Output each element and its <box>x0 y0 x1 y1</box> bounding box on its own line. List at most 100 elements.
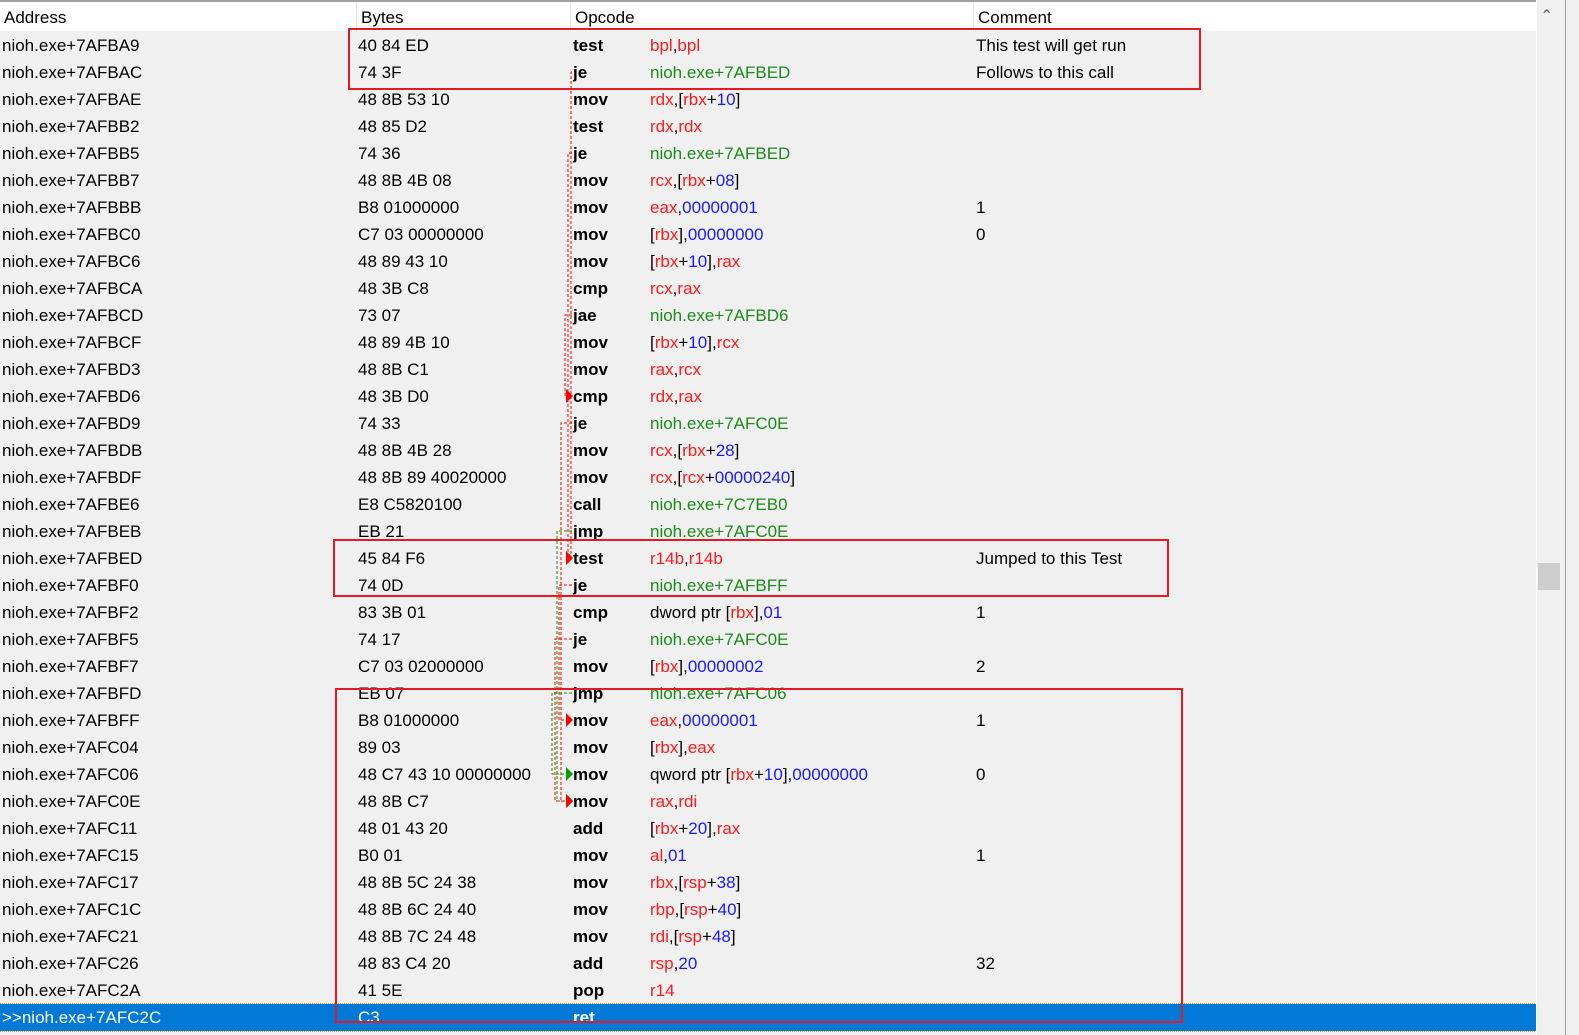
address-operand[interactable]: nioh.exe+7AFBFF <box>650 576 788 595</box>
operands-cell: rax,rdi <box>650 788 697 815</box>
operands-cell: rcx,[rbx+28] <box>650 437 739 464</box>
address-cell: nioh.exe+7AFBB2 <box>2 117 140 136</box>
register-operand: rcx <box>650 441 673 460</box>
table-row[interactable]: nioh.exe+7AFBCA 48 3B C8 cmp rcx,rax <box>0 275 1536 302</box>
bytes-cell: C7 03 00000000 <box>358 225 484 244</box>
opcode-cell: je <box>573 63 588 82</box>
table-row[interactable]: nioh.exe+7AFC11 48 01 43 20 add [rbx+20],ra… <box>0 815 1536 842</box>
table-row[interactable]: nioh.exe+7AFBDF 48 8B 89 40020000 mov rcx,[… <box>0 464 1536 491</box>
column-divider[interactable] <box>356 2 357 33</box>
table-row[interactable]: nioh.exe+7AFBCF 48 89 4B 10 mov [rbx+10],rc… <box>0 329 1536 356</box>
table-row[interactable]: nioh.exe+7AFBCD 73 07 jae nioh.exe+7AFBD6 <box>0 302 1536 329</box>
column-divider[interactable] <box>973 2 974 33</box>
table-row[interactable]: nioh.exe+7AFC26 48 83 C4 20 add rsp,20 32 <box>0 950 1536 977</box>
table-row[interactable]: nioh.exe+7AFC06 48 C7 43 10 00000000 mov qw… <box>0 761 1536 788</box>
header-opcode[interactable]: Opcode <box>575 8 635 27</box>
table-row[interactable]: nioh.exe+7AFBD9 74 33 je nioh.exe+7AFC0E <box>0 410 1536 437</box>
comment-cell[interactable]: 1 <box>976 198 986 217</box>
table-row[interactable]: nioh.exe+7AFC17 48 8B 5C 24 38 mov rbx,[rsp… <box>0 869 1536 896</box>
table-row[interactable]: nioh.exe+7AFBD3 48 8B C1 mov rax,rcx <box>0 356 1536 383</box>
chevron-up-icon[interactable]: ⌃ <box>1540 8 1554 25</box>
comment-cell[interactable]: This test will get run <box>976 36 1127 55</box>
number-operand: 00000000 <box>792 765 868 784</box>
table-row[interactable]: nioh.exe+7AFC1C 48 8B 6C 24 40 mov rbp,[rsp… <box>0 896 1536 923</box>
header-bytes[interactable]: Bytes <box>361 8 404 27</box>
bytes-cell: 48 3B D0 <box>358 387 429 406</box>
table-row[interactable]: nioh.exe+7AFBD6 48 3B D0 cmp rdx,rax <box>0 383 1536 410</box>
operands-cell: qword ptr [rbx+10],00000000 <box>650 761 868 788</box>
register-operand: rdx <box>650 117 674 136</box>
table-row[interactable]: nioh.exe+7AFC15 B0 01 mov al,01 1 <box>0 842 1536 869</box>
bytes-cell: 74 0D <box>358 576 404 595</box>
bytes-cell: 48 83 C4 20 <box>358 954 451 973</box>
table-row[interactable]: nioh.exe+7AFBB7 48 8B 4B 08 mov rcx,[rbx+08… <box>0 167 1536 194</box>
column-divider[interactable] <box>570 2 571 33</box>
header-comment[interactable]: Comment <box>978 8 1052 27</box>
address-operand[interactable]: nioh.exe+7AFC0E <box>650 630 789 649</box>
table-row[interactable]: nioh.exe+7AFBB2 48 85 D2 test rdx,rdx <box>0 113 1536 140</box>
operands-cell: r14b,r14b <box>650 545 723 572</box>
table-row[interactable]: nioh.exe+7AFBC6 48 89 43 10 mov [rbx+10],ra… <box>0 248 1536 275</box>
comment-cell[interactable]: 1 <box>976 711 986 730</box>
table-row[interactable]: nioh.exe+7AFC21 48 8B 7C 24 48 mov rdi,[rsp… <box>0 923 1536 950</box>
punctuation: [ <box>678 873 684 892</box>
table-row[interactable]: nioh.exe+7AFBF7 C7 03 02000000 mov [rbx],00… <box>0 653 1536 680</box>
comment-cell[interactable]: 2 <box>976 657 986 676</box>
address-cell: nioh.exe+7AFBF7 <box>2 657 139 676</box>
comment-cell[interactable]: 1 <box>976 846 986 865</box>
opcode-cell: mov <box>573 873 608 892</box>
table-row[interactable]: nioh.exe+7AFBE6 E8 C5820100 call nioh.exe+7… <box>0 491 1536 518</box>
table-row[interactable]: nioh.exe+7AFBAC 74 3F je nioh.exe+7AFBED Fol… <box>0 59 1536 86</box>
table-row[interactable]: nioh.exe+7AFBDB 48 8B 4B 28 mov rcx,[rbx+28… <box>0 437 1536 464</box>
table-row[interactable]: nioh.exe+7AFBFF B8 01000000 mov eax,0000000… <box>0 707 1536 734</box>
punctuation: [ <box>677 441 683 460</box>
jump-line <box>567 152 572 559</box>
table-row[interactable]: nioh.exe+7AFBF0 74 0D je nioh.exe+7AFBFF <box>0 572 1536 599</box>
punctuation: ] <box>734 441 740 460</box>
register-operand: rbx <box>654 333 679 352</box>
address-operand[interactable]: nioh.exe+7AFBD6 <box>650 306 789 325</box>
punctuation: + <box>705 441 716 460</box>
address-cell: nioh.exe+7AFBF0 <box>2 576 139 595</box>
table-row[interactable]: nioh.exe+7AFC04 89 03 mov [rbx],eax <box>0 734 1536 761</box>
address-operand[interactable]: nioh.exe+7AFC0E <box>650 414 789 433</box>
address-operand[interactable]: nioh.exe+7AFC0E <box>650 522 789 541</box>
comment-cell[interactable]: Follows to this call <box>976 63 1114 82</box>
scrollbar-thumb[interactable] <box>1538 563 1560 590</box>
table-row[interactable]: nioh.exe+7AFBA9 40 84 ED test bpl,bpl This t… <box>0 32 1536 59</box>
comment-cell[interactable]: 32 <box>976 954 995 973</box>
table-row[interactable]: nioh.exe+7AFBEB EB 21 jmp nioh.exe+7AFC0E <box>0 518 1536 545</box>
table-row[interactable]: nioh.exe+7AFBF2 83 3B 01 cmp dword ptr [rbx… <box>0 599 1536 626</box>
comment-cell[interactable]: 0 <box>976 765 986 784</box>
vertical-scrollbar[interactable] <box>1536 0 1561 1035</box>
address-operand[interactable]: nioh.exe+7AFBED <box>650 63 791 82</box>
operands-cell: rcx,[rcx+00000240] <box>650 464 795 491</box>
disassembly-list[interactable]: nioh.exe+7AFBA9 40 84 ED test bpl,bpl This t… <box>0 32 1537 1032</box>
number-operand: 01 <box>763 603 783 622</box>
operands-cell: nioh.exe+7AFC0E <box>650 626 788 653</box>
comment-cell[interactable]: 0 <box>976 225 986 244</box>
opcode-cell: mov <box>573 360 608 379</box>
punctuation: + <box>705 171 716 190</box>
table-row[interactable]: nioh.exe+7AFBED 45 84 F6 test r14b,r14b Jump… <box>0 545 1536 572</box>
table-row[interactable]: nioh.exe+7AFBB5 74 36 je nioh.exe+7AFBED <box>0 140 1536 167</box>
opcode-cell: je <box>573 630 588 649</box>
bytes-cell: 48 8B 89 40020000 <box>358 468 507 487</box>
table-row[interactable]: nioh.exe+7AFC2A 41 5E pop r14 <box>0 977 1536 1004</box>
comment-cell[interactable]: Jumped to this Test <box>976 549 1123 568</box>
address-operand[interactable]: nioh.exe+7AFBED <box>650 144 791 163</box>
table-row[interactable]: nioh.exe+7AFBAE 48 8B 53 10 mov rdx,[rbx+10… <box>0 86 1536 113</box>
comment-cell[interactable]: 1 <box>976 603 986 622</box>
table-row[interactable]: nioh.exe+7AFBC0 C7 03 00000000 mov [rbx],00… <box>0 221 1536 248</box>
punctuation: , <box>672 441 678 460</box>
table-row[interactable]: nioh.exe+7AFBBB B8 01000000 mov eax,0000000… <box>0 194 1536 221</box>
bytes-cell: 48 8B 6C 24 40 <box>358 900 477 919</box>
number-operand: 20 <box>688 819 708 838</box>
register-operand: rbx <box>654 657 679 676</box>
table-row[interactable]: >>nioh.exe+7AFC2C C3 ret <box>0 1003 1537 1032</box>
address-operand[interactable]: nioh.exe+7C7EB0 <box>650 495 788 514</box>
table-row[interactable]: nioh.exe+7AFC0E 48 8B C7 mov rax,rdi <box>0 788 1536 815</box>
table-row[interactable]: nioh.exe+7AFBF5 74 17 je nioh.exe+7AFC0E <box>0 626 1536 653</box>
punctuation: ] <box>707 252 712 271</box>
header-address[interactable]: Address <box>4 8 67 27</box>
